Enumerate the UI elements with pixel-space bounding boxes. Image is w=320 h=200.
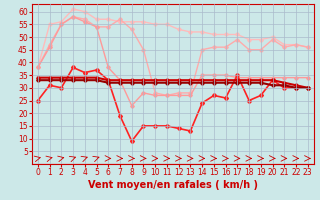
X-axis label: Vent moyen/en rafales ( km/h ): Vent moyen/en rafales ( km/h ) [88, 180, 258, 190]
